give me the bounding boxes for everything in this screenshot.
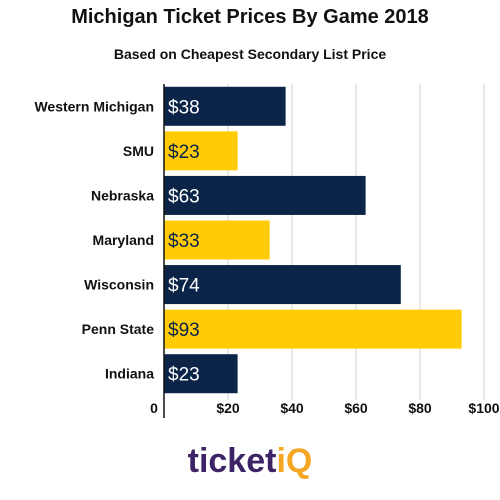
x-tick-label: 0 bbox=[150, 400, 158, 416]
x-tick-labels: 0 $20 $40 $60 $80 $100 bbox=[150, 400, 500, 416]
chart-subtitle: Based on Cheapest Secondary List Price bbox=[113, 46, 387, 62]
bar-value-label: $93 bbox=[168, 320, 200, 341]
logo-text-main: ticket bbox=[187, 442, 277, 480]
bar-value-label: $38 bbox=[168, 97, 200, 118]
bar bbox=[164, 86, 286, 126]
logo-text-accent: iQ bbox=[276, 442, 313, 480]
bar bbox=[164, 131, 238, 171]
bar bbox=[164, 175, 366, 215]
bar bbox=[164, 220, 270, 260]
bar-value-label: $23 bbox=[168, 365, 200, 386]
bar bbox=[164, 309, 462, 349]
bar bbox=[164, 354, 238, 394]
category-label: Wisconsin bbox=[84, 277, 154, 293]
category-label: Western Michigan bbox=[34, 98, 154, 114]
x-tick-label: $60 bbox=[344, 400, 368, 416]
bar-value-label: $23 bbox=[168, 142, 200, 163]
bar-value-label: $33 bbox=[168, 231, 200, 252]
category-label: Penn State bbox=[82, 321, 155, 337]
chart-title: Michigan Ticket Prices By Game 2018 bbox=[71, 6, 429, 28]
x-tick-label: $20 bbox=[216, 400, 240, 416]
category-label: Indiana bbox=[105, 366, 154, 382]
x-tick-label: $100 bbox=[468, 400, 499, 416]
x-tick-label: $40 bbox=[280, 400, 304, 416]
x-tick-label: $80 bbox=[408, 400, 432, 416]
bar-value-label: $74 bbox=[168, 276, 200, 297]
bars: $38 $23 $63 $33 $74 $93 $23 bbox=[164, 86, 462, 394]
category-labels: Western Michigan SMU Nebraska Maryland Wisco… bbox=[34, 98, 154, 381]
ticketiq-logo: ticketiQ bbox=[0, 442, 500, 481]
bar bbox=[164, 265, 401, 305]
category-label: Maryland bbox=[93, 232, 154, 248]
bar-value-label: $63 bbox=[168, 186, 200, 207]
category-label: Nebraska bbox=[91, 187, 154, 203]
category-label: SMU bbox=[123, 143, 154, 159]
